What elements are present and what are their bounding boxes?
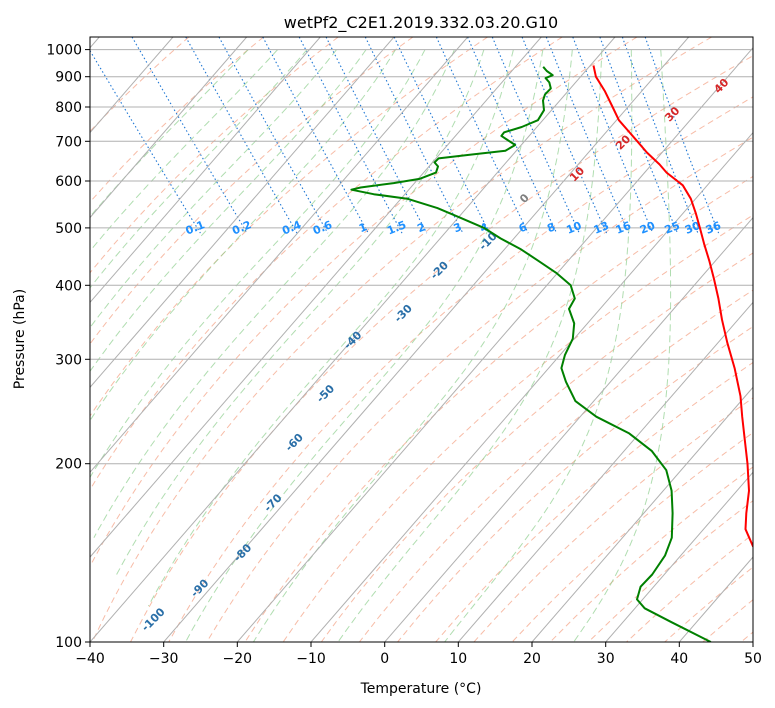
x-axis-label: Temperature (°C) <box>360 681 482 697</box>
temperature-profile-line <box>592 65 753 548</box>
mixing-ratio-label: 13 <box>592 219 611 237</box>
dry-adiabat-line <box>168 96 753 642</box>
dry-adiabat-line <box>206 136 753 642</box>
dry-adiabat-line <box>90 37 563 491</box>
mixing-ratio-label: 36 <box>704 219 723 237</box>
x-tick-label: −20 <box>223 651 253 667</box>
moist-adiabat-line <box>252 49 573 642</box>
mixing-ratio-line <box>491 37 580 234</box>
moist-adiabat-line <box>90 49 367 373</box>
moist-adiabat-line <box>185 49 544 642</box>
y-tick-label: 300 <box>55 352 82 368</box>
isotherm-line <box>90 37 395 389</box>
x-tick-label: 30 <box>597 651 615 667</box>
dry-adiabat-line <box>90 37 488 417</box>
isotherm-line <box>605 471 753 642</box>
chart-title: wetPf2_C2E1.2019.332.03.20.G10 <box>284 13 558 33</box>
mixing-ratio-line <box>599 37 679 234</box>
mixing-ratio-line <box>393 37 490 234</box>
mixing-ratio-line <box>131 37 248 234</box>
mixing-ratio-line <box>325 37 428 234</box>
y-axis: 100 200 300 400 500 600 700 800 900 1000 <box>46 43 90 651</box>
isotherm-line <box>90 37 616 642</box>
mixing-ratio-line <box>521 37 608 234</box>
mixing-ratio-label: 3 <box>452 220 464 235</box>
x-tick-label: 40 <box>670 651 688 667</box>
isotherm-line <box>384 216 753 642</box>
moist-adiabat-line <box>90 49 426 479</box>
mixing-ratio-label: 8 <box>545 220 557 235</box>
dry-adiabat-line <box>397 325 753 642</box>
dry-adiabat-line <box>244 175 753 642</box>
mixing-ratio-label: 10 <box>564 219 583 237</box>
isotherm-line <box>90 37 321 304</box>
isotherm-line <box>236 46 753 642</box>
x-tick-label: −40 <box>75 651 105 667</box>
mixing-ratio-line <box>364 37 464 234</box>
moist-adiabat-line <box>90 49 397 422</box>
dry-adiabat-line <box>90 37 414 345</box>
mixing-ratio-line <box>218 37 329 234</box>
isotherm-line <box>90 37 542 558</box>
y-tick-label: 800 <box>55 100 82 116</box>
mixing-ratio-line <box>90 49 201 234</box>
moist-adiabat-line <box>116 49 485 575</box>
isotherm-line <box>457 301 753 642</box>
isotherm-line <box>90 37 469 474</box>
mixing-ratio-line <box>621 37 699 234</box>
moist-adiabat-line <box>573 49 672 642</box>
x-tick-label: 10 <box>449 651 467 667</box>
isotherm-line <box>90 37 248 219</box>
y-tick-label: 600 <box>55 174 82 190</box>
dry-adiabat-line <box>90 37 190 133</box>
grid-lines <box>90 49 753 642</box>
moist-adiabat-line <box>90 49 308 289</box>
moist-adiabat-line <box>147 49 514 607</box>
y-tick-label: 700 <box>55 134 82 150</box>
mixing-ratio-label: 16 <box>614 219 633 237</box>
moist-adiabat-line <box>90 49 337 329</box>
dry-adiabat-line <box>435 361 753 642</box>
mixing-ratio-label: 20 <box>638 219 657 237</box>
x-tick-label: 20 <box>523 651 541 667</box>
mixing-ratio-label: 2 <box>415 220 427 235</box>
y-tick-label: 200 <box>55 457 82 473</box>
dry-adiabat-line <box>90 37 264 203</box>
y-tick-label: 400 <box>55 278 82 294</box>
series-lines <box>350 65 753 642</box>
y-tick-label: 500 <box>55 221 82 237</box>
x-tick-label: −30 <box>149 651 179 667</box>
plot-frame <box>89 36 754 643</box>
moist-adiabat-line <box>337 49 603 642</box>
mixing-ratio-label: 25 <box>663 219 682 237</box>
x-tick-label: 0 <box>380 651 389 667</box>
y-tick-label: 100 <box>55 635 82 651</box>
x-tick-label: 50 <box>744 651 762 667</box>
mixing-ratio-line <box>644 37 720 234</box>
x-axis: −40 −30 −20 −10 0 10 20 30 40 50 <box>75 642 762 667</box>
isotherm-line <box>163 37 690 642</box>
isotherm-line <box>531 386 753 642</box>
dewpoint-profile-line <box>350 66 712 642</box>
y-tick-label: 1000 <box>46 43 82 59</box>
moist-adiabat-line <box>90 49 279 252</box>
dry-adiabat-line <box>91 37 712 642</box>
mixing-ratio-label: 1 <box>357 220 369 235</box>
y-tick-label: 900 <box>55 70 82 86</box>
y-axis-label: Pressure (hPa) <box>12 289 28 389</box>
x-tick-label: −10 <box>296 651 326 667</box>
dry-adiabat-line <box>90 37 339 274</box>
dry-adiabat-line <box>130 55 753 642</box>
